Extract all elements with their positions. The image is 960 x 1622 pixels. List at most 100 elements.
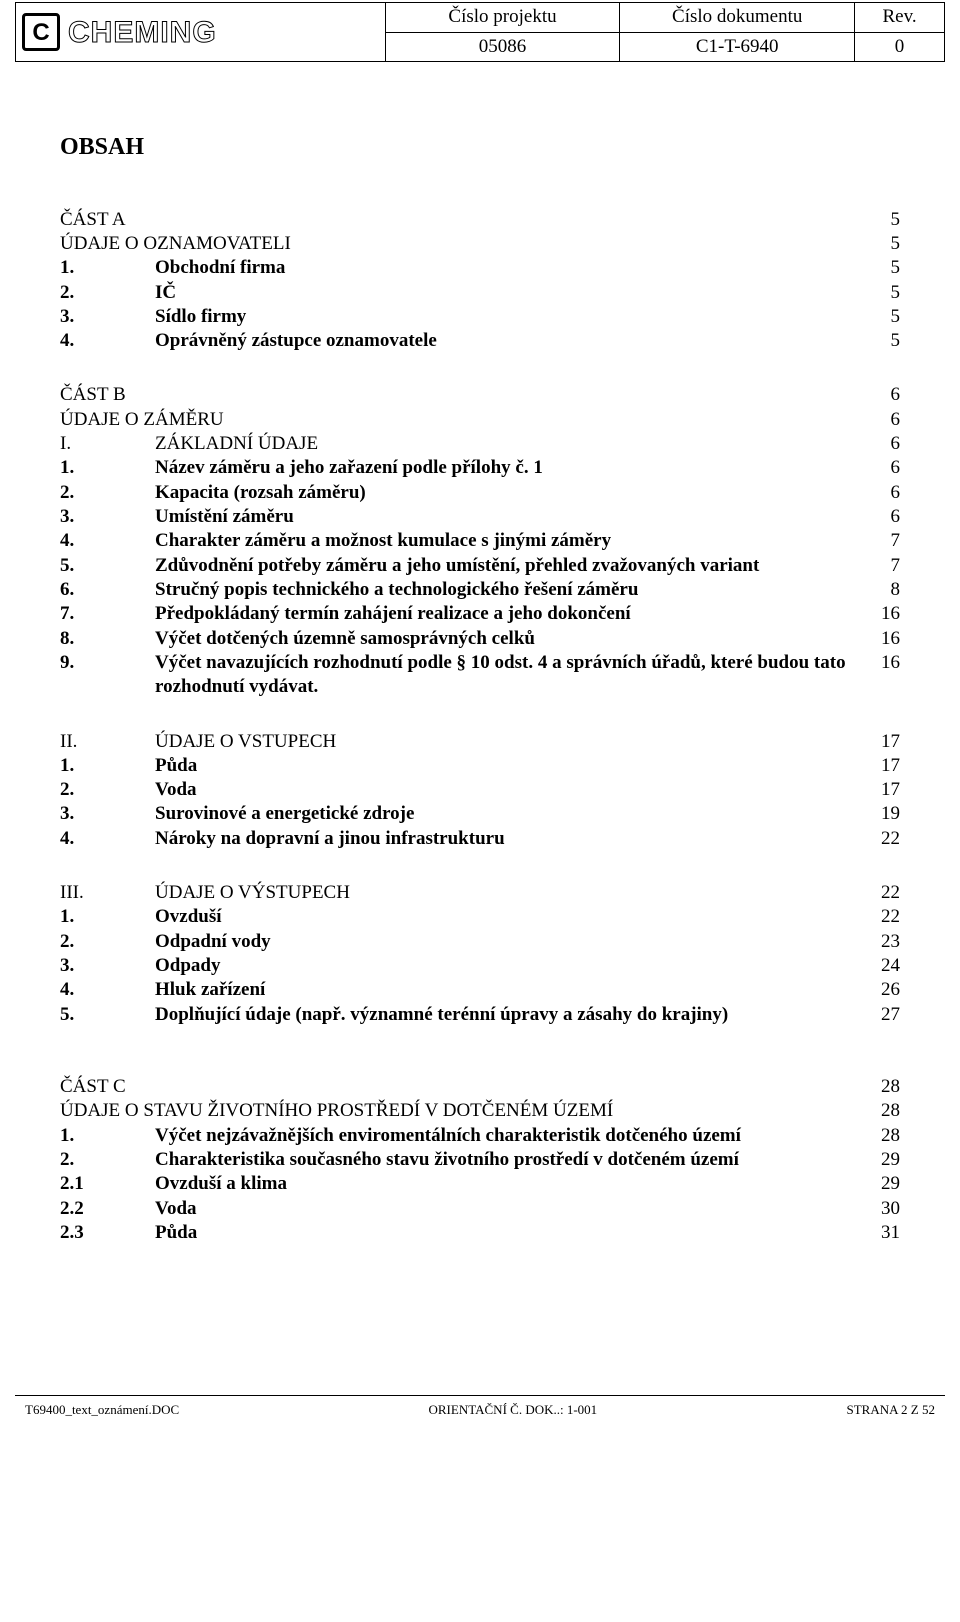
toc-num: 2. [60,930,155,954]
toc-num: 2.3 [60,1221,155,1245]
toc-page: 6 [864,481,900,505]
toc-num: 2.1 [60,1172,155,1196]
toc-row: 2.3Půda31 [60,1221,900,1245]
footer-center: ORIENTAČNÍ Č. DOK..: 1-001 [429,1402,598,1419]
toc-title: Voda [155,1197,864,1221]
toc-title: ČÁST C [60,1075,864,1099]
toc-page: 17 [864,754,900,778]
toc-row: 2.Voda17 [60,778,900,802]
toc-row: 2.1Ovzduší a klima29 [60,1172,900,1196]
toc-page: 29 [864,1148,900,1172]
toc-page: 16 [864,651,900,675]
toc-page: 29 [864,1172,900,1196]
toc-page: 5 [864,208,900,232]
toc-num: 6. [60,578,155,602]
toc-row: 2.Odpadní vody23 [60,930,900,954]
toc-page: 6 [864,383,900,407]
toc-num: 2. [60,1148,155,1172]
toc-title: Charakter záměru a možnost kumulace s ji… [155,529,864,553]
toc-title: Odpadní vody [155,930,864,954]
toc-page: 24 [864,954,900,978]
toc-title: ČÁST A [60,208,864,232]
toc-page: 22 [864,881,900,905]
toc-page: 5 [864,256,900,280]
toc-block: ČÁST A5ÚDAJE O OZNAMOVATELI51.Obchodní f… [60,208,900,354]
toc-num: 5. [60,554,155,578]
toc-page: 6 [864,408,900,432]
toc-title: Voda [155,778,864,802]
hdr-col2-label: Číslo dokumentu [620,3,855,33]
toc-row: ÚDAJE O OZNAMOVATELI5 [60,232,900,256]
toc-num: 1. [60,1124,155,1148]
toc-page: 22 [864,905,900,929]
toc-row: ÚDAJE O ZÁMĚRU6 [60,408,900,432]
toc-title: Nároky na dopravní a jinou infrastruktur… [155,827,864,851]
toc-num: 1. [60,905,155,929]
toc-num: II. [60,730,155,754]
toc-page: 22 [864,827,900,851]
toc-row: 5.Doplňující údaje (např. významné terén… [60,1003,900,1027]
toc-block: ČÁST B6ÚDAJE O ZÁMĚRU6I.ZÁKLADNÍ ÚDAJE61… [60,383,900,699]
hdr-col2-val: C1-T-6940 [620,32,855,62]
toc-title: Charakteristika současného stavu životní… [155,1148,864,1172]
toc-title: ÚDAJE O VSTUPECH [155,730,864,754]
toc-row: ČÁST B6 [60,383,900,407]
toc-num: 7. [60,602,155,626]
toc-page: 6 [864,505,900,529]
toc-row: III.ÚDAJE O VÝSTUPECH22 [60,881,900,905]
toc-page: 16 [864,602,900,626]
toc-num: 2. [60,481,155,505]
toc-row: 2.Charakteristika současného stavu život… [60,1148,900,1172]
toc-title: Doplňující údaje (např. významné terénní… [155,1003,864,1027]
toc-page: 16 [864,627,900,651]
document-header: C CHEMING Číslo projektu Číslo dokumentu… [15,2,945,62]
toc-title: IČ [155,281,864,305]
toc-row: 1.Půda17 [60,754,900,778]
toc-row: I.ZÁKLADNÍ ÚDAJE6 [60,432,900,456]
toc-num: 1. [60,256,155,280]
toc-title: ZÁKLADNÍ ÚDAJE [155,432,864,456]
toc-page: 19 [864,802,900,826]
toc-title: Půda [155,754,864,778]
logo-cell: C CHEMING [16,3,386,62]
toc-title: Výčet dotčených územně samosprávných cel… [155,627,864,651]
toc-row: 8.Výčet dotčených územně samosprávných c… [60,627,900,651]
toc-row: 3.Odpady24 [60,954,900,978]
toc-title: Stručný popis technického a technologick… [155,578,864,602]
toc-num: 9. [60,651,155,675]
toc-num: 3. [60,802,155,826]
hdr-col1-label: Číslo projektu [385,3,620,33]
toc-title: ÚDAJE O STAVU ŽIVOTNÍHO PROSTŘEDÍ V DOTČ… [60,1099,864,1123]
toc-row: 1.Výčet nejzávažnějších enviromentálních… [60,1124,900,1148]
toc-page: 17 [864,778,900,802]
toc-row: 7.Předpokládaný termín zahájení realizac… [60,602,900,626]
toc-row: ČÁST A5 [60,208,900,232]
toc-row: 3.Umístění záměru6 [60,505,900,529]
toc-row: 3.Sídlo firmy5 [60,305,900,329]
toc-row: 1.Název záměru a jeho zařazení podle pří… [60,456,900,480]
toc-row: ÚDAJE O STAVU ŽIVOTNÍHO PROSTŘEDÍ V DOTČ… [60,1099,900,1123]
page-content: OBSAH ČÁST A5ÚDAJE O OZNAMOVATELI51.Obch… [0,62,960,1395]
toc-row: 4.Nároky na dopravní a jinou infrastrukt… [60,827,900,851]
toc-title: Zdůvodnění potřeby záměru a jeho umístěn… [155,554,864,578]
toc-num: 4. [60,978,155,1002]
toc-num: 8. [60,627,155,651]
toc-title: Půda [155,1221,864,1245]
toc-page: 7 [864,554,900,578]
toc-row: 1.Ovzduší22 [60,905,900,929]
toc-page: 8 [864,578,900,602]
toc-page: 5 [864,232,900,256]
toc-num: 1. [60,456,155,480]
toc-block: ČÁST C28ÚDAJE O STAVU ŽIVOTNÍHO PROSTŘED… [60,1075,900,1245]
toc-page: 27 [864,1003,900,1027]
toc-title: Kapacita (rozsah záměru) [155,481,864,505]
toc-num: 3. [60,505,155,529]
toc-block: II.ÚDAJE O VSTUPECH171.Půda172.Voda173.S… [60,730,900,852]
toc-num: 5. [60,1003,155,1027]
toc-page: 7 [864,529,900,553]
toc-num: I. [60,432,155,456]
toc-title: Sídlo firmy [155,305,864,329]
toc-num: 2.2 [60,1197,155,1221]
toc-page: 28 [864,1099,900,1123]
toc-num: 4. [60,827,155,851]
